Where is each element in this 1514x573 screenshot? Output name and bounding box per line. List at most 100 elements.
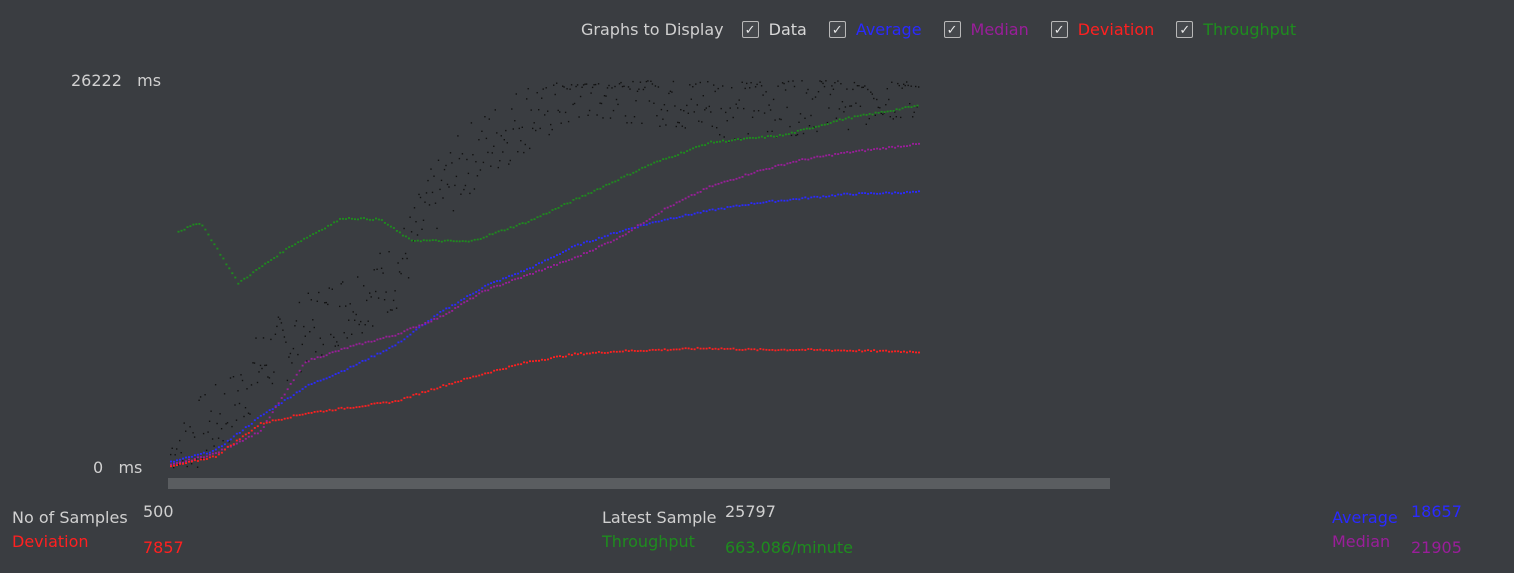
series-point — [747, 347, 750, 350]
series-point — [705, 347, 708, 350]
series-deviation — [170, 346, 920, 468]
series-point — [271, 411, 274, 414]
series-point — [487, 372, 490, 374]
series-average — [170, 190, 920, 463]
series-point — [772, 135, 775, 138]
series-point — [244, 426, 247, 428]
series-point — [523, 275, 526, 277]
data-point — [520, 140, 522, 142]
data-point — [376, 268, 378, 270]
data-point — [285, 341, 287, 343]
legend-item-data[interactable]: ✓ Data — [741, 20, 807, 39]
series-point — [237, 282, 240, 285]
series-point — [526, 268, 528, 271]
data-point — [754, 86, 757, 88]
series-point — [515, 224, 518, 227]
series-point — [229, 444, 232, 447]
series-point — [916, 104, 919, 107]
data-point — [208, 420, 211, 422]
series-point — [409, 333, 412, 336]
legend-item-throughput[interactable]: ✓ Throughput — [1176, 20, 1296, 39]
series-point — [807, 158, 810, 161]
series-point — [461, 240, 464, 242]
series-point — [490, 371, 493, 374]
data-point — [430, 168, 432, 170]
series-point — [678, 200, 681, 203]
series-point — [913, 105, 916, 107]
data-point — [180, 452, 182, 454]
data-point — [207, 431, 209, 433]
series-point — [594, 351, 597, 354]
data-point — [475, 161, 477, 163]
data-point — [551, 128, 553, 131]
data-point — [879, 107, 881, 109]
checkbox-checked-icon[interactable]: ✓ — [828, 20, 846, 38]
series-point — [690, 194, 693, 196]
series-point — [397, 333, 400, 335]
series-point — [451, 304, 454, 307]
series-point — [343, 370, 346, 372]
data-point — [904, 84, 906, 87]
data-point — [772, 98, 775, 101]
checkbox-checked-icon[interactable]: ✓ — [1176, 20, 1194, 38]
data-point — [360, 320, 362, 323]
series-point — [618, 230, 621, 233]
series-point — [705, 187, 708, 190]
series-point — [584, 194, 587, 197]
series-point — [415, 326, 418, 329]
data-point — [264, 364, 266, 367]
data-point — [746, 82, 748, 85]
data-point — [389, 309, 392, 311]
legend-item-median[interactable]: ✓ Median — [943, 20, 1029, 39]
series-point — [176, 462, 178, 464]
series-point — [653, 161, 656, 164]
series-point — [602, 185, 605, 188]
series-point — [301, 364, 304, 367]
series-point — [428, 239, 431, 242]
series-point — [301, 413, 304, 416]
series-point — [645, 350, 648, 352]
data-point — [713, 84, 715, 86]
series-point — [403, 330, 406, 333]
series-point — [716, 141, 718, 143]
series-point — [865, 114, 868, 116]
data-point — [220, 428, 223, 430]
series-point — [823, 123, 826, 126]
series-point — [814, 125, 817, 128]
series-point — [231, 272, 234, 275]
data-point — [698, 120, 700, 122]
data-point — [434, 202, 437, 204]
series-point — [370, 355, 373, 358]
data-point — [487, 151, 489, 154]
checkbox-checked-icon[interactable]: ✓ — [1050, 20, 1068, 38]
series-point — [729, 347, 732, 350]
series-point — [204, 228, 207, 231]
checkbox-checked-icon[interactable]: ✓ — [943, 20, 961, 38]
series-point — [324, 227, 327, 230]
legend-item-deviation[interactable]: ✓ Deviation — [1050, 20, 1154, 39]
series-point — [775, 135, 778, 138]
series-point — [244, 433, 247, 436]
data-point — [716, 127, 718, 129]
data-point — [749, 87, 751, 89]
series-point — [211, 450, 214, 452]
data-point — [867, 88, 869, 91]
horizontal-scrollbar[interactable] — [168, 478, 1110, 489]
series-point — [403, 397, 406, 399]
series-point — [570, 354, 573, 356]
median-label: Median — [1332, 532, 1391, 551]
data-point — [367, 320, 369, 322]
series-point — [644, 166, 647, 169]
data-point — [310, 299, 312, 301]
throughput-value: 663.086/minute — [725, 538, 853, 557]
series-point — [567, 259, 570, 261]
series-point — [385, 349, 388, 352]
series-point — [448, 307, 451, 309]
data-point — [789, 125, 791, 128]
series-point — [882, 192, 885, 195]
checkbox-checked-icon[interactable]: ✓ — [741, 20, 759, 38]
series-point — [774, 165, 777, 167]
data-point — [527, 88, 529, 90]
data-point — [481, 130, 483, 132]
legend-item-average[interactable]: ✓ Average — [828, 20, 922, 39]
